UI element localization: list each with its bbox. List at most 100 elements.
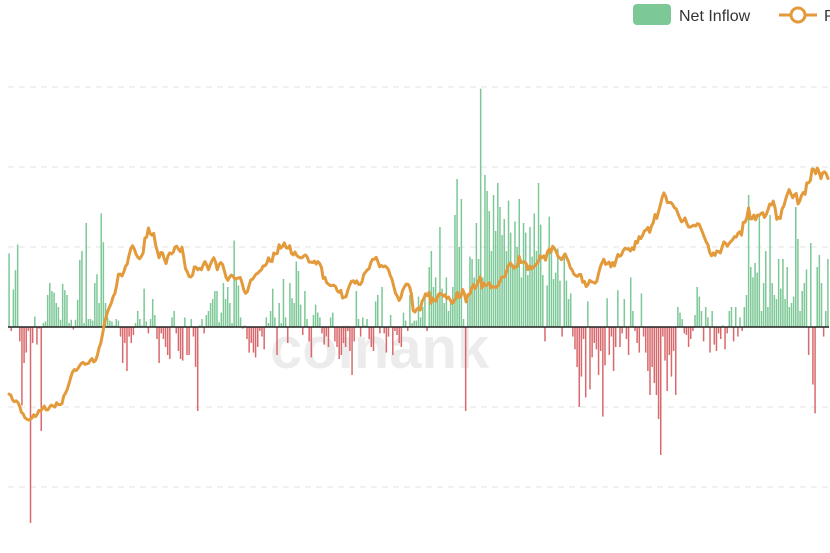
net-inflow-bar	[597, 327, 600, 375]
net-inflow-bar	[475, 223, 478, 327]
net-inflow-bar	[717, 327, 720, 334]
net-inflow-bar	[456, 179, 458, 327]
net-inflow-bar	[19, 327, 21, 342]
net-inflow-bar	[274, 317, 276, 327]
net-inflow-bar	[756, 272, 758, 327]
net-inflow-bar	[499, 207, 501, 327]
net-inflow-bar	[576, 327, 578, 367]
net-inflow-bar	[739, 317, 741, 327]
net-inflow-bar	[220, 312, 223, 327]
legend[interactable]: Net Inflow P	[633, 4, 830, 25]
net-inflow-bar	[413, 320, 415, 327]
net-inflow-bar	[85, 223, 87, 327]
net-inflow-bar	[473, 277, 475, 327]
net-inflow-bar	[186, 327, 188, 355]
net-inflow-bar	[449, 301, 452, 327]
net-inflow-bar	[574, 327, 576, 350]
net-inflow-bar	[786, 267, 788, 327]
net-inflow-bar	[505, 251, 508, 327]
net-inflow-bar	[580, 327, 583, 377]
net-inflow-bar	[280, 323, 283, 327]
net-inflow-bar	[306, 319, 308, 327]
net-inflow-bar	[42, 323, 45, 327]
net-inflow-bar	[814, 327, 816, 414]
net-inflow-bar	[66, 295, 68, 327]
net-inflow-bar	[402, 312, 405, 327]
net-inflow-bar	[256, 327, 259, 347]
net-inflow-bar	[629, 277, 632, 327]
net-inflow-bar	[400, 327, 403, 347]
net-inflow-bar	[638, 327, 641, 353]
net-inflow-bar	[302, 327, 304, 335]
net-inflow-bar	[295, 261, 298, 327]
net-inflow-bar	[578, 327, 581, 407]
net-inflow-bar	[218, 322, 220, 327]
net-inflow-bar	[674, 327, 677, 395]
legend-net-inflow-swatch[interactable]	[633, 4, 671, 25]
net-inflow-bar	[319, 317, 321, 327]
net-inflow-bar	[531, 256, 533, 327]
net-inflow-bar	[201, 319, 203, 327]
net-inflow-bar	[758, 216, 761, 327]
net-inflow-bar	[767, 307, 769, 327]
net-inflow-bar	[760, 311, 763, 327]
net-inflow-bar	[692, 327, 694, 331]
net-inflow-bar	[286, 327, 289, 343]
net-inflow-bar	[12, 289, 15, 327]
net-inflow-bar	[569, 293, 572, 327]
net-inflow-bar	[565, 280, 568, 327]
net-inflow-bar	[374, 301, 377, 327]
legend-price-marker[interactable]	[789, 6, 807, 24]
net-inflow-bar	[132, 327, 135, 335]
net-inflow-bar	[681, 319, 683, 327]
net-inflow-bar	[321, 327, 323, 334]
net-inflow-bar	[780, 288, 782, 327]
net-inflow-bar	[771, 283, 773, 327]
net-inflow-bar	[265, 317, 268, 327]
net-inflow-bar	[342, 327, 345, 343]
net-inflow-bar	[533, 213, 535, 327]
net-inflow-bar	[407, 327, 409, 331]
net-inflow-bar	[149, 319, 152, 327]
net-inflow-bar	[239, 317, 242, 327]
net-inflow-bar	[117, 320, 120, 327]
net-inflow-bar	[754, 263, 756, 327]
net-inflow-bar	[145, 321, 148, 327]
legend-price-label[interactable]: P	[824, 8, 830, 25]
net-inflow-bar	[559, 280, 561, 327]
net-inflow-bar	[72, 327, 75, 330]
net-inflow-bar	[542, 275, 544, 327]
net-inflow-bar	[74, 319, 77, 327]
net-inflow-bar	[57, 307, 60, 327]
legend-net-inflow-label[interactable]: Net Inflow	[679, 8, 751, 25]
net-inflow-bar	[670, 327, 673, 377]
net-inflow-bar	[396, 327, 398, 335]
net-inflow-bar	[70, 319, 72, 327]
net-inflow-bar	[209, 303, 212, 327]
net-inflow-bar	[464, 327, 467, 411]
net-inflow-bar	[353, 327, 355, 342]
net-inflow-bar	[527, 275, 529, 327]
net-inflow-bar	[246, 327, 248, 339]
net-inflow-bar	[424, 296, 426, 327]
net-inflow-bar	[702, 327, 705, 342]
net-inflow-bar	[477, 259, 480, 327]
net-inflow-bar	[696, 287, 698, 327]
net-inflow-bar	[625, 327, 628, 339]
net-inflow-bar	[503, 219, 505, 327]
net-inflow-bar	[83, 323, 85, 327]
net-inflow-bar	[700, 311, 703, 327]
net-inflow-bar	[284, 317, 287, 327]
net-inflow-bar	[184, 317, 186, 327]
net-inflow-bar	[276, 327, 278, 355]
net-inflow-bar	[254, 327, 257, 358]
net-inflow-bar	[728, 311, 731, 327]
price-line	[7, 166, 830, 422]
net-inflow-bar	[392, 327, 394, 355]
net-inflow-bar	[53, 292, 55, 327]
net-inflow-bar	[16, 244, 19, 327]
net-inflow-bar	[370, 327, 373, 347]
net-inflow-bar	[36, 327, 38, 345]
net-inflow-bar	[827, 259, 829, 327]
net-inflow-bar	[98, 303, 100, 327]
